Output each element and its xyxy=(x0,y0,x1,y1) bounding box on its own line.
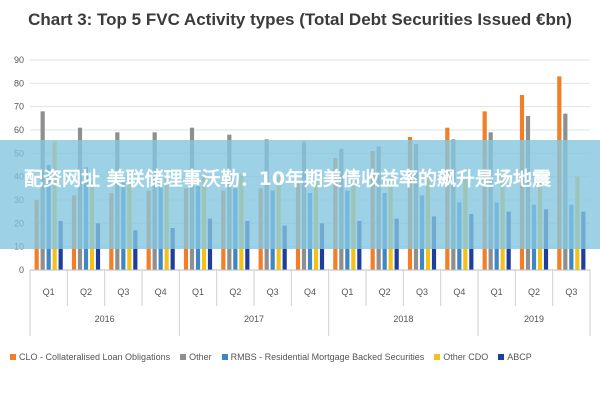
x-tick-label: Q2 xyxy=(229,287,241,297)
y-tick-label: 70 xyxy=(14,102,24,112)
x-tick-label: Q2 xyxy=(528,287,540,297)
legend-label: Other xyxy=(189,352,212,362)
x-tick-label: Q3 xyxy=(267,287,279,297)
legend-swatch xyxy=(434,354,441,360)
x-tick-label: Q3 xyxy=(416,287,428,297)
x-tick-label: Q1 xyxy=(43,287,55,297)
x-tick-label: Q2 xyxy=(80,287,92,297)
x-tick-label: Q3 xyxy=(117,287,129,297)
legend-label: Other CDO xyxy=(443,352,489,362)
chart-title: Chart 3: Top 5 FVC Activity types (Total… xyxy=(28,10,572,29)
x-tick-label: Q4 xyxy=(155,287,167,297)
year-label: 2016 xyxy=(95,314,115,324)
legend-label: CLO - Collateralised Loan Obligations xyxy=(19,352,171,362)
legend-label: ABCP xyxy=(507,352,532,362)
legend-item: Other CDO xyxy=(434,352,488,362)
legend-item: ABCP xyxy=(498,352,532,362)
legend-label: RMBS - Residential Mortgage Backed Secur… xyxy=(230,352,425,362)
year-label: 2019 xyxy=(524,314,544,324)
y-tick-label: 80 xyxy=(14,78,24,88)
headline-banner xyxy=(0,140,600,249)
year-label: 2018 xyxy=(393,314,413,324)
legend-swatch xyxy=(10,354,16,360)
y-tick-label: 0 xyxy=(19,265,24,275)
bar xyxy=(133,230,138,270)
x-tick-label: Q3 xyxy=(565,287,577,297)
legend-item: Other xyxy=(180,352,212,362)
chart-legend: CLO - Collateralised Loan Obligations Oth… xyxy=(10,352,600,362)
x-tick-label: Q1 xyxy=(491,287,503,297)
headline-text: 配资网址 美联储理事沃勒：10年期美债收益率的飙升是场地震 xyxy=(24,168,552,190)
bar xyxy=(170,228,175,270)
legend-item: RMBS - Residential Mortgage Backed Secur… xyxy=(221,352,425,362)
legend-swatch xyxy=(221,354,228,360)
y-tick-label: 90 xyxy=(14,55,24,65)
x-tick-label: Q4 xyxy=(304,287,316,297)
x-tick-label: Q1 xyxy=(341,287,353,297)
x-tick-label: Q1 xyxy=(192,287,204,297)
legend-item: CLO - Collateralised Loan Obligations xyxy=(10,352,170,362)
x-tick-label: Q4 xyxy=(453,287,465,297)
legend-swatch xyxy=(180,354,187,360)
legend-swatch xyxy=(498,354,505,360)
y-tick-label: 60 xyxy=(14,125,24,135)
year-label: 2017 xyxy=(244,314,264,324)
x-tick-label: Q2 xyxy=(379,287,391,297)
